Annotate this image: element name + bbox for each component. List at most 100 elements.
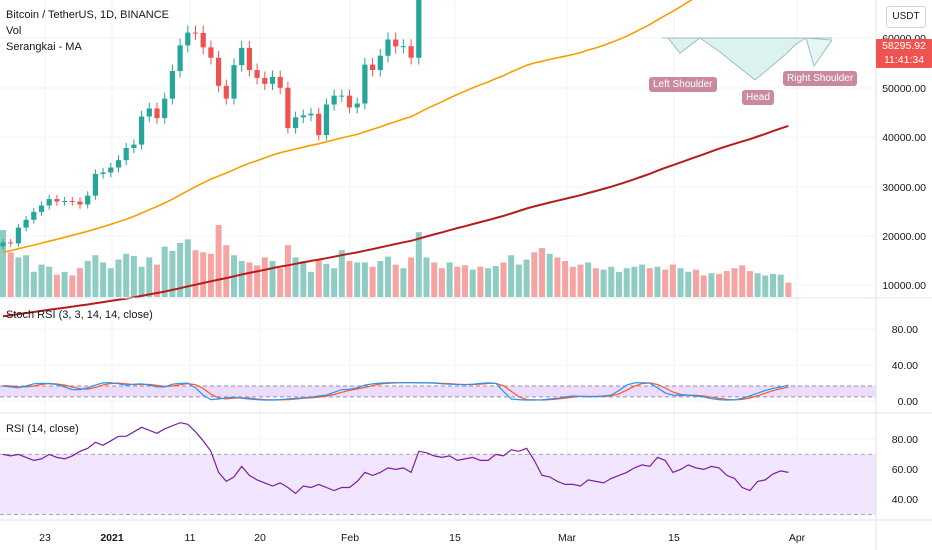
rsi-legend[interactable]: RSI (14, close) [6, 423, 79, 435]
candle-body [231, 65, 237, 99]
candle-body [23, 219, 29, 228]
volume-bar [754, 273, 761, 297]
volume-bar [515, 264, 522, 297]
left-shoulder-label: Left Shoulder [649, 77, 717, 92]
volume-bar [554, 257, 561, 297]
indicator-bands [0, 385, 876, 516]
volume-bar [485, 268, 492, 297]
price-axis[interactable]: 60000.0050000.0040000.0030000.0020000.00… [882, 33, 926, 506]
candle-body [354, 103, 360, 108]
candle-body [162, 98, 168, 119]
candle-body [0, 242, 6, 247]
ma-legend[interactable]: Serangkai - MA [6, 41, 82, 53]
candle-body [362, 64, 368, 104]
candle-body [277, 76, 283, 88]
volume-bar [469, 269, 476, 297]
volume-bar [523, 259, 530, 297]
volume-bar [46, 266, 53, 297]
time-tick-label: 15 [668, 532, 680, 544]
candle-body [139, 116, 145, 145]
currency-badge[interactable]: USDT [886, 6, 926, 28]
candle-body [154, 108, 160, 119]
volume-bar [177, 243, 184, 297]
candle-body [54, 199, 60, 202]
rsi-tick-label: 40.00 [892, 494, 918, 506]
candle-body [200, 32, 206, 48]
volume-bar [115, 259, 122, 297]
volume-bar [30, 271, 37, 297]
volume-bar [7, 252, 14, 297]
volume-bar [454, 266, 461, 297]
candle-body [177, 45, 183, 72]
volume-bar [354, 262, 361, 297]
volume-bar [315, 259, 322, 297]
candle-body [370, 64, 376, 71]
head-shoulders-pattern [662, 37, 833, 81]
volume-bar [161, 246, 168, 297]
price-tick-label: 30000.00 [882, 182, 926, 194]
candle-body [308, 113, 314, 116]
volume-bar [53, 274, 60, 297]
volume-bar [38, 264, 45, 297]
stoch-tick-label: 40.00 [892, 360, 918, 372]
volume-bar [238, 261, 245, 297]
volume-bar [207, 253, 214, 297]
candle-body [77, 201, 83, 205]
rsi-band [0, 454, 876, 515]
candle-body [316, 113, 322, 136]
candle-body [331, 95, 337, 105]
candle-body [400, 46, 406, 48]
head-label: Head [742, 90, 774, 105]
chart-title: Bitcoin / TetherUS, 1D, BINANCE [6, 9, 170, 21]
pattern-triangle [666, 37, 808, 81]
ma50-line [2, 0, 693, 254]
price-tick-label: 10000.00 [882, 280, 926, 292]
volume-bar [385, 256, 391, 297]
volume-bar [654, 266, 661, 297]
volume-bar [23, 255, 30, 297]
volume-bar [539, 248, 545, 297]
volume-bar [254, 265, 261, 297]
volume-legend[interactable]: Vol [6, 25, 22, 37]
volume-bar [146, 257, 153, 297]
candle-body [146, 108, 152, 117]
candle-body [31, 211, 37, 220]
volume-bar [400, 268, 407, 297]
volume-bar [200, 252, 207, 297]
volume-bar [438, 268, 445, 297]
volume-bar [392, 264, 399, 297]
volume-bar [107, 268, 114, 297]
volume-bar [431, 262, 438, 297]
volume-bar [639, 264, 646, 297]
time-axis[interactable]: 23 2021 11 20 Feb 15 Mar 15 Apr [39, 532, 806, 544]
volume-bar [138, 266, 145, 297]
volume-bar [246, 262, 253, 297]
stoch-rsi-legend[interactable]: Stoch RSI (3, 3, 14, 14, close) [6, 309, 153, 321]
volume-bar [677, 268, 684, 297]
volume-bar [123, 253, 130, 297]
candle-body [38, 205, 45, 212]
candle-body [223, 85, 229, 99]
candle-body [46, 199, 52, 206]
time-tick-label: Mar [558, 532, 577, 544]
volume-bar [308, 271, 314, 297]
candle-body [393, 39, 399, 47]
volume-bar [77, 268, 83, 297]
pattern-projection [805, 37, 833, 68]
volume-bar [577, 264, 584, 297]
time-tick-label: 15 [449, 532, 461, 544]
volume-bar [592, 268, 599, 297]
volume-bar [61, 271, 68, 297]
rsi-line [2, 422, 789, 495]
candle-body [115, 160, 122, 168]
volume-bar [338, 250, 345, 297]
volume-bar [269, 261, 276, 297]
candle-body [416, 0, 422, 58]
candle-body [385, 39, 391, 56]
volume-bar [377, 261, 384, 297]
volume-bar [300, 261, 307, 297]
volume-bar [130, 255, 137, 297]
last-price: 58295.92 [882, 40, 926, 52]
volume-bar [777, 274, 784, 297]
